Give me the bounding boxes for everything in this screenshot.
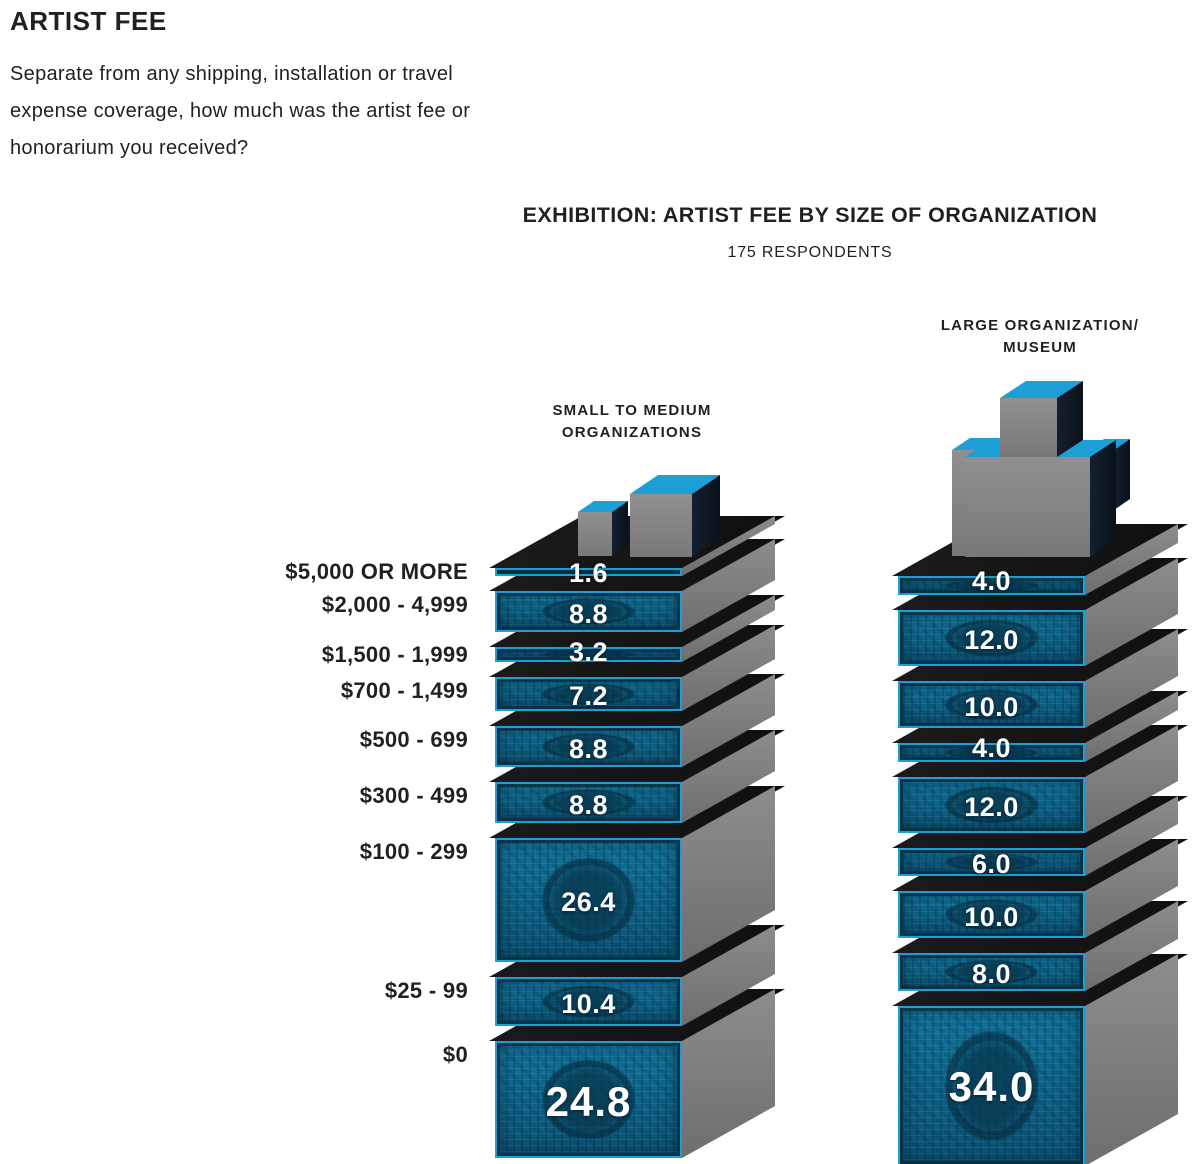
money-slab-front: 10.0 — [898, 681, 1085, 728]
money-slab-front: 10.0 — [898, 891, 1085, 938]
money-slab-front: 34.0 — [898, 1006, 1085, 1164]
slab-value-label: 12.0 — [964, 792, 1019, 822]
cube-top-face — [1000, 381, 1083, 398]
money-slab-front: 12.0 — [898, 777, 1085, 833]
slab-value-label: 3.2 — [568, 637, 609, 667]
column-header-line: ORGANIZATIONS — [561, 424, 703, 441]
slab-value-label: 10.0 — [964, 691, 1019, 722]
cube-top-face — [630, 475, 720, 494]
money-slab-front: 10.4 — [495, 977, 682, 1026]
chart-title: EXHIBITION: ARTIST FEE BY SIZE OF ORGANI… — [522, 203, 1098, 227]
slab-value-label: 8.8 — [568, 733, 609, 764]
slab-value-label: 1.6 — [568, 558, 609, 588]
cube-side-face — [1114, 439, 1130, 510]
column-header-large-museum: LARGE ORGANIZATION/ MUSEUM — [878, 315, 1200, 359]
money-slab-front: 8.0 — [898, 953, 1085, 991]
slab-value-label: 10.4 — [561, 988, 616, 1019]
slab-value-label: 26.4 — [561, 887, 616, 917]
money-slab-front: 8.8 — [495, 726, 682, 767]
fee-range-label: $5,000 OR MORE — [285, 559, 468, 584]
fee-range-label: $500 - 699 — [359, 727, 468, 752]
fee-range-label: $300 - 499 — [359, 783, 468, 808]
slab-value-label: 4.0 — [971, 733, 1012, 763]
slab-value-label: 4.0 — [971, 566, 1012, 596]
fee-range-label: $100 - 299 — [359, 839, 468, 864]
column-header-line: LARGE ORGANIZATION/ — [940, 317, 1140, 334]
column-header-line: MUSEUM — [1003, 339, 1077, 356]
cube-top-face — [578, 501, 628, 512]
money-slab-front: 24.8 — [495, 1041, 682, 1158]
fee-range-label: $0 — [442, 1042, 468, 1067]
slab-value-label: 10.0 — [964, 901, 1019, 932]
fee-range-label: $700 - 1,499 — [340, 678, 468, 703]
slab-value-label: 8.0 — [971, 959, 1012, 989]
column-header-line: SMALL TO MEDIUM — [552, 402, 712, 419]
money-slab-front: 1.6 — [495, 558, 682, 588]
slab-value-label: 34.0 — [948, 1063, 1035, 1110]
money-slab-front: 26.4 — [495, 838, 682, 962]
column-header-small-medium: SMALL TO MEDIUM ORGANIZATIONS — [480, 400, 784, 444]
money-slab-front: 8.8 — [495, 782, 682, 823]
chart-subtitle: 175 RESPONDENTS — [727, 244, 893, 261]
slab-value-label: 7.2 — [568, 681, 609, 711]
page-title: ARTIST FEE — [10, 6, 167, 36]
slab-value-label: 8.8 — [568, 598, 609, 629]
money-slab-front: 12.0 — [898, 610, 1085, 666]
money-slab-front: 4.0 — [898, 733, 1085, 763]
cube-front-face — [1000, 398, 1057, 457]
fee-range-label: $25 - 99 — [384, 978, 468, 1003]
slab-value-label: 6.0 — [971, 849, 1012, 879]
money-slab-front: 8.8 — [495, 591, 682, 632]
money-slab-front: 7.2 — [495, 677, 682, 711]
fee-range-label: $2,000 - 4,999 — [321, 592, 468, 617]
cube-side-face — [612, 501, 628, 556]
cube-front-face — [630, 494, 692, 557]
survey-question: Separate from any shipping, installation… — [10, 63, 471, 159]
slab-value-label: 24.8 — [545, 1077, 632, 1125]
money-slab-front: 6.0 — [898, 848, 1085, 879]
cube-front-face — [578, 512, 612, 556]
slab-value-label: 12.0 — [964, 625, 1019, 655]
money-slab-front: 3.2 — [495, 637, 682, 667]
slab-value-label: 8.8 — [568, 789, 609, 820]
cube-side-face — [1090, 440, 1116, 557]
fee-range-label: $1,500 - 1,999 — [321, 641, 468, 667]
cube-front-face — [965, 457, 1090, 557]
money-slab-front: 4.0 — [898, 566, 1085, 596]
